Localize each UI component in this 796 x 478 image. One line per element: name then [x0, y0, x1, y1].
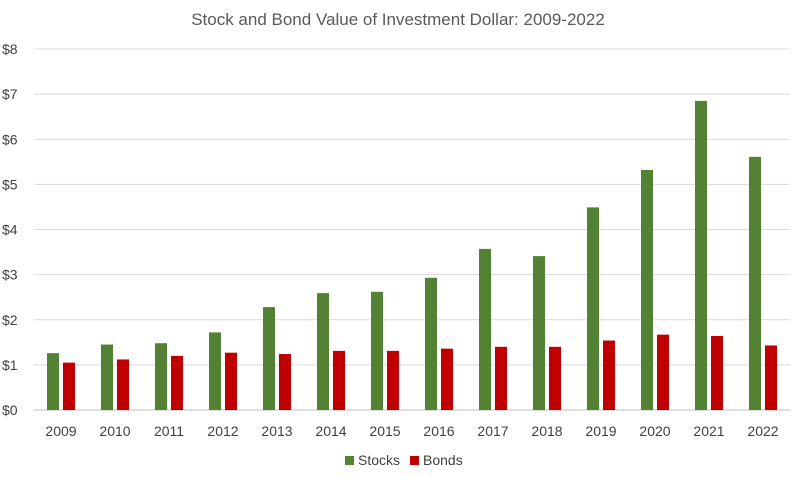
y-tick-label: $4: [2, 222, 18, 238]
x-tick-label: 2014: [315, 423, 346, 439]
bar-stocks-2011: [155, 343, 167, 410]
bar-bonds-2015: [387, 350, 399, 410]
legend-swatch-bonds: [410, 456, 419, 465]
x-tick-label: 2012: [207, 423, 238, 439]
x-tick-label: 2015: [369, 423, 400, 439]
y-tick-label: $5: [2, 176, 18, 192]
y-tick-label: $2: [2, 312, 18, 328]
x-axis-ticks: 2009 2010 2011 2012 2013 2014 2015 2016 2017 2018…: [45, 423, 778, 439]
x-tick-label: 2013: [261, 423, 292, 439]
y-tick-label: $7: [2, 86, 18, 102]
bars: [47, 100, 777, 411]
x-tick-label: 2020: [639, 423, 670, 439]
bar-bonds-2010: [117, 359, 129, 410]
bar-bonds-2012: [225, 352, 237, 410]
x-tick-label: 2010: [99, 423, 130, 439]
bar-stocks-2018: [533, 256, 545, 410]
bar-stocks-2012: [209, 332, 221, 410]
bar-stocks-2014: [317, 293, 329, 410]
chart-title: Stock and Bond Value of Investment Dolla…: [191, 10, 605, 29]
bar-bonds-2022: [765, 345, 777, 410]
y-tick-label: $1: [2, 357, 18, 373]
bar-bonds-2013: [279, 354, 291, 410]
bar-stocks-2013: [263, 307, 275, 410]
bar-stocks-2010: [101, 344, 113, 410]
x-tick-label: 2016: [423, 423, 454, 439]
y-tick-label: $3: [2, 267, 18, 283]
y-axis-ticks: $0 $1 $2 $3 $4 $5 $6 $7 $8: [2, 41, 18, 418]
bar-stocks-2015: [371, 291, 383, 410]
bar-stocks-2021: [695, 100, 707, 411]
bar-bonds-2014: [333, 350, 345, 410]
x-tick-label: 2017: [477, 423, 508, 439]
bar-bonds-2011: [171, 355, 183, 410]
x-tick-label: 2011: [154, 423, 184, 439]
gridlines: [34, 48, 790, 411]
bar-stocks-2016: [425, 277, 437, 410]
legend-label-bonds: Bonds: [423, 452, 463, 468]
bar-stocks-2019: [587, 207, 599, 410]
legend-swatch-stocks: [345, 456, 354, 465]
x-tick-label: 2021: [693, 423, 724, 439]
y-tick-label: $6: [2, 131, 18, 147]
x-tick-label: 2009: [45, 423, 76, 439]
bar-stocks-2017: [479, 248, 491, 410]
x-tick-label: 2019: [585, 423, 616, 439]
bar-bonds-2016: [441, 348, 453, 410]
bar-bonds-2017: [495, 346, 507, 410]
bar-bonds-2020: [657, 334, 669, 410]
bar-bonds-2021: [711, 335, 723, 410]
y-tick-label: $0: [2, 402, 18, 418]
bar-bonds-2018: [549, 346, 561, 410]
bar-stocks-2020: [641, 169, 653, 410]
y-tick-label: $8: [2, 41, 18, 57]
bar-stocks-2009: [47, 353, 59, 410]
legend-label-stocks: Stocks: [358, 452, 400, 468]
legend: Stocks Bonds: [345, 452, 463, 468]
x-tick-label: 2018: [531, 423, 562, 439]
bar-bonds-2019: [603, 340, 615, 410]
bar-bonds-2009: [63, 362, 75, 410]
bar-stocks-2022: [749, 156, 761, 410]
x-tick-label: 2022: [747, 423, 778, 439]
